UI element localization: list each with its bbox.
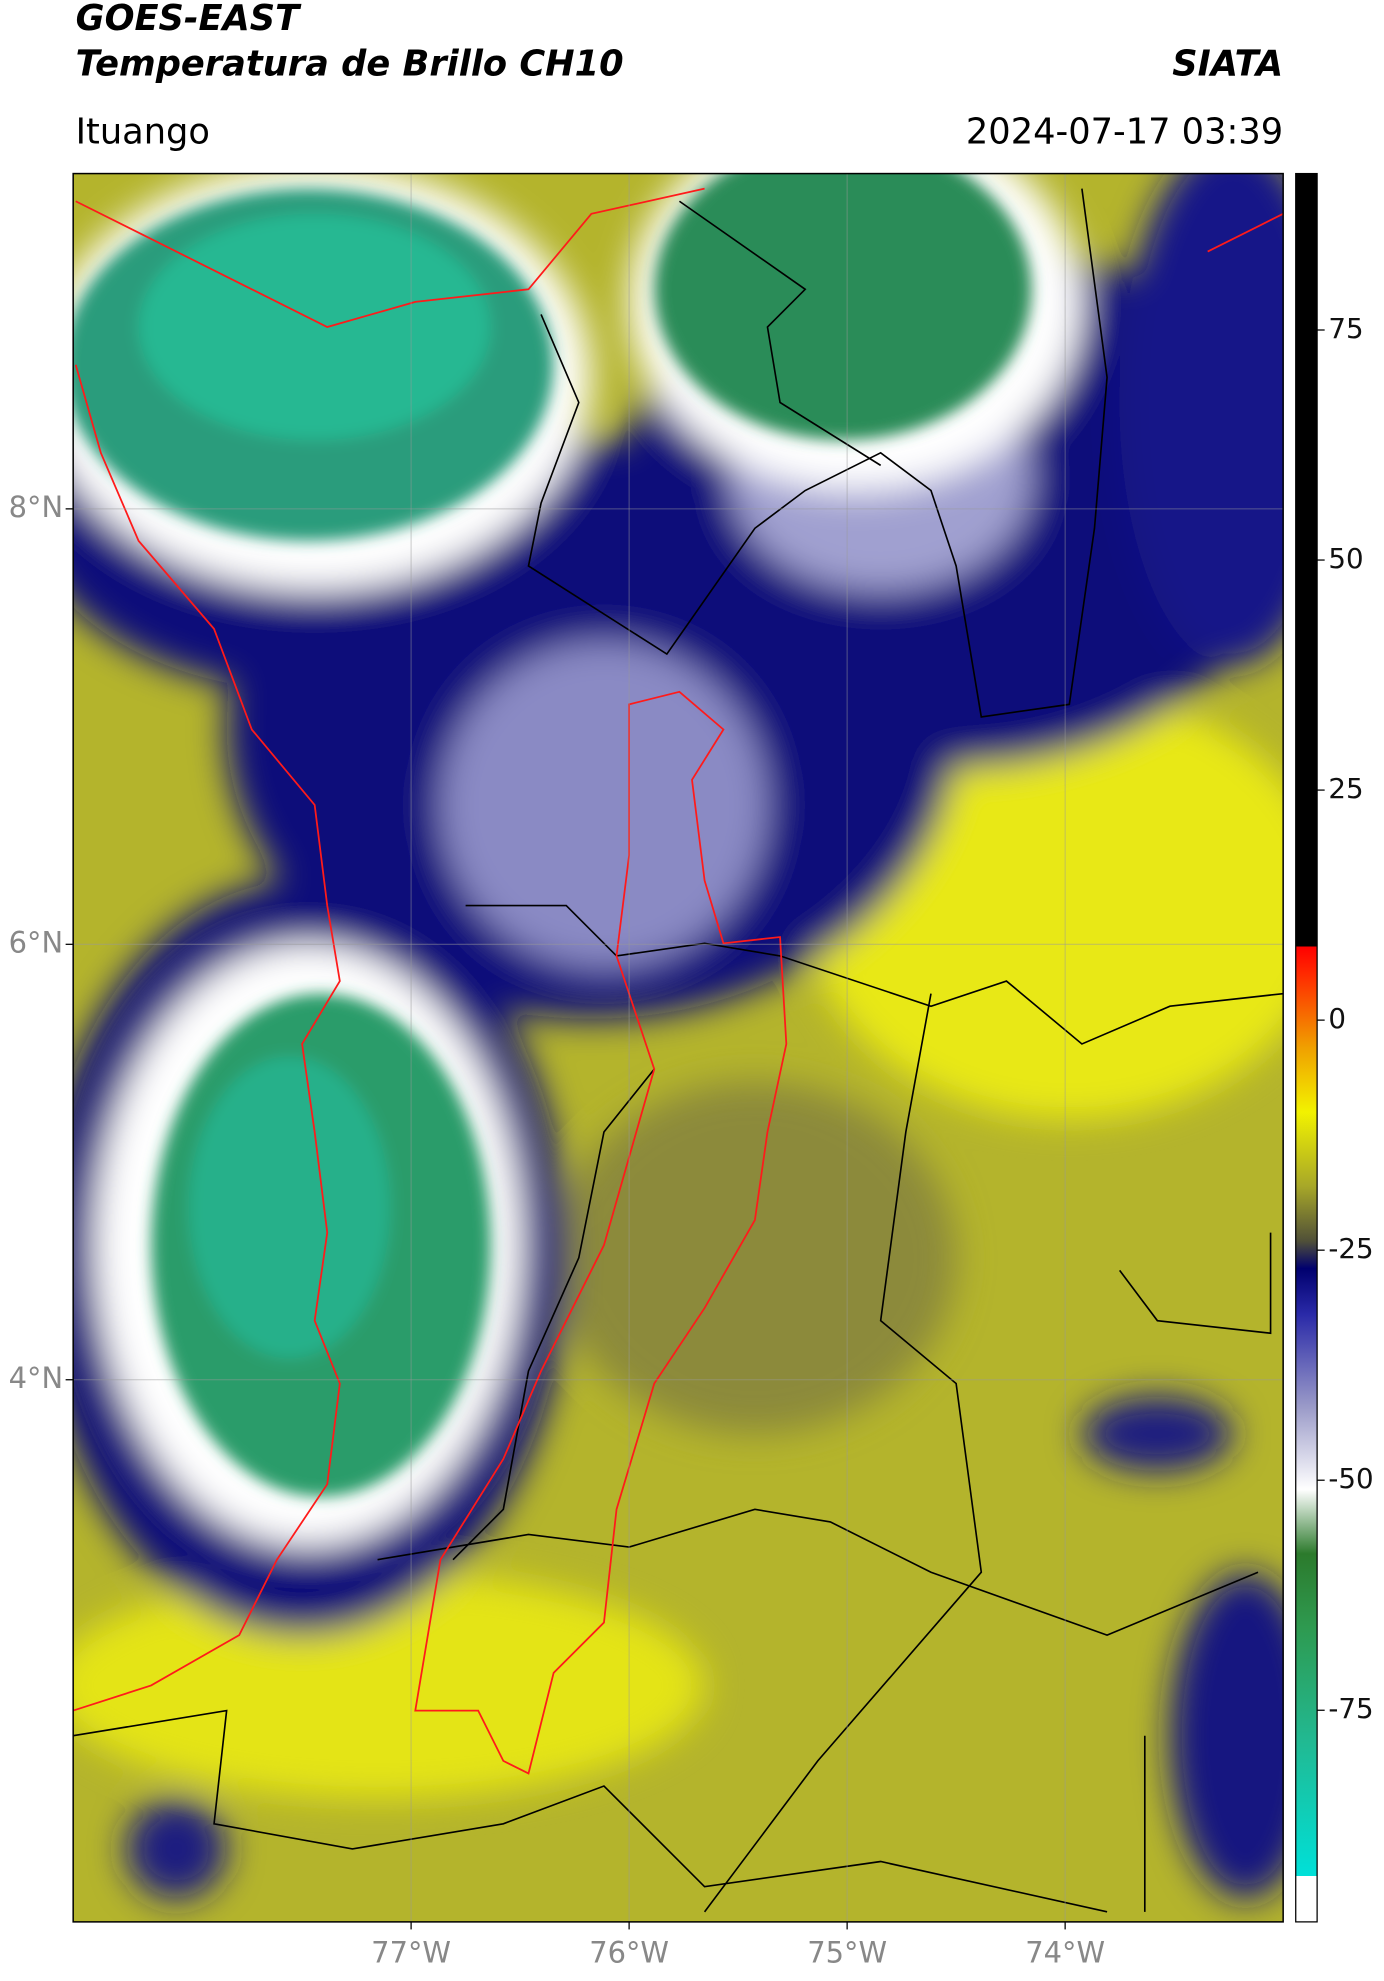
colorbar <box>1295 172 1318 1923</box>
x-tick-label: 74°W <box>1025 1936 1105 1970</box>
colorbar-tick-label: 0 <box>1328 1002 1346 1035</box>
colorbar-tick-label: -25 <box>1328 1232 1373 1265</box>
timestamp: 2024-07-17 03:39 <box>966 111 1283 152</box>
title: GOES-EAST <box>76 0 302 39</box>
cold-tops <box>73 173 1032 1497</box>
colorbar-tick-label: 25 <box>1328 772 1363 805</box>
y-tick-label: 6°N <box>9 925 63 959</box>
map-frame <box>72 172 1284 1923</box>
colorbar-tick-label: 50 <box>1328 542 1363 575</box>
national-border <box>73 187 1284 1712</box>
colorbar-tick-label: -50 <box>1328 1462 1373 1495</box>
department-border <box>414 690 788 1775</box>
location: Ituango <box>76 111 210 152</box>
colorbar-tick-label: -75 <box>1328 1692 1373 1725</box>
source: SIATA <box>1172 43 1283 84</box>
x-tick-label: 76°W <box>589 1936 669 1970</box>
subtitle: Temperatura de Brillo CH10 <box>76 43 624 84</box>
y-tick-label: 4°N <box>9 1361 63 1395</box>
admin-borders <box>73 188 1284 1913</box>
graticule <box>73 173 1284 1922</box>
y-tick-label: 8°N <box>9 490 63 524</box>
map-imagery <box>73 173 1284 1922</box>
x-tick-label: 77°W <box>371 1936 451 1970</box>
colorbar-tick-label: 75 <box>1328 312 1363 345</box>
x-tick-label: 75°W <box>807 1936 887 1970</box>
